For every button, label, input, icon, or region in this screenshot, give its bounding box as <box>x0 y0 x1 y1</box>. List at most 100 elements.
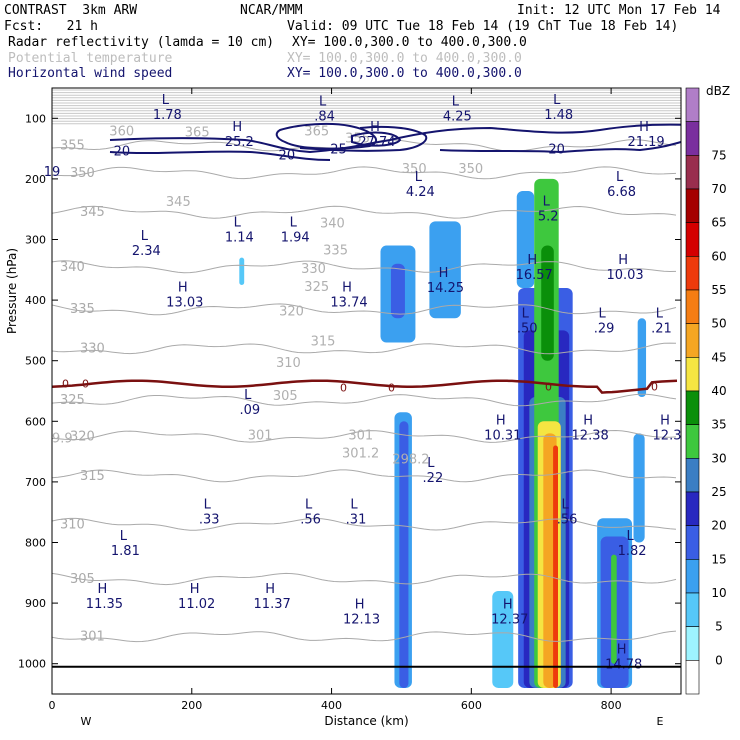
extremum-value: 12.38 <box>572 429 609 444</box>
colorbar-swatch <box>685 357 700 392</box>
colorbar-level-label: 55 <box>711 283 726 297</box>
extremum-kind: H <box>660 414 670 429</box>
extremum-value: 10.03 <box>606 268 643 283</box>
theta-contour-line <box>52 393 677 407</box>
extremum-kind: H <box>370 120 380 135</box>
extremum-kind: H <box>527 253 537 268</box>
wind-contour-line <box>109 125 681 161</box>
reflectivity-cell <box>637 318 647 398</box>
extremum-kind: L <box>350 497 358 512</box>
colorbar-level-label: 15 <box>711 552 726 566</box>
theta-contour-line <box>52 342 677 355</box>
extremum-value: 12.3 <box>653 429 682 444</box>
extremum-value: 14.78 <box>605 658 642 673</box>
x-axis-label: Distance (km) <box>324 714 408 728</box>
extremum-kind: H <box>639 120 649 135</box>
theta-contour-label: 350 <box>70 166 95 181</box>
zero-wind-line <box>52 379 678 394</box>
extremum-value: 11.02 <box>178 597 215 612</box>
extremum-value: 12.13 <box>343 612 380 627</box>
zero-line-label: 0 <box>388 381 395 394</box>
y-tick-label: 300 <box>25 234 46 247</box>
extremum-value: 12.37 <box>491 612 528 627</box>
colorbar-level-label: 20 <box>711 519 726 533</box>
theta-label: 305 <box>273 389 298 404</box>
extremum-value: .31 <box>346 512 367 527</box>
theta-label: 340 <box>320 216 345 231</box>
extremum-kind: H <box>355 597 365 612</box>
theta-contour-label: 355 <box>60 139 85 154</box>
colorbar-swatch <box>685 256 700 291</box>
x-tick-label: 400 <box>321 699 342 712</box>
extremum-value: 1.81 <box>111 544 140 559</box>
y-tick-label: 400 <box>25 294 46 307</box>
extremum-kind: L <box>141 229 149 244</box>
extremum-kind: L <box>561 497 569 512</box>
extremum-value: 1.14 <box>225 231 254 246</box>
field-1-name: Radar reflectivity (lamda = 10 cm) <box>8 35 275 50</box>
extremum-value: 27.74 <box>358 135 395 150</box>
theta-label: 301.2 <box>342 447 379 462</box>
y-tick-label: 100 <box>25 112 46 125</box>
zero-line-label: 0 <box>82 378 89 391</box>
extremum-value: 5.2 <box>538 209 559 224</box>
colorbar-swatch <box>685 592 700 627</box>
wind-contour-line <box>275 122 402 150</box>
extremum-value: 25.2 <box>225 135 254 150</box>
x-tick-label: 0 <box>49 699 56 712</box>
extremum-kind: L <box>522 306 530 321</box>
theta-contour-label: 345 <box>80 205 105 220</box>
colorbar-level-label: 5 <box>715 620 723 634</box>
colorbar-level-label: 25 <box>711 485 726 499</box>
extremum-kind: L <box>543 194 551 209</box>
field-3-name: Horizontal wind speed <box>8 66 173 81</box>
reflectivity-cell <box>429 221 461 319</box>
extremum-value: 25 <box>330 143 347 158</box>
extremum-value: .22 <box>423 471 444 486</box>
y-tick-label: 200 <box>25 173 46 186</box>
theta-contour-line <box>52 260 677 274</box>
west-label: W <box>81 715 92 728</box>
y-tick-label: 800 <box>25 537 46 550</box>
field-1-xy: XY= 100.0,300.0 to 400.0,300.0 <box>292 35 527 50</box>
extremum-value: .21 <box>651 321 672 336</box>
extremum-kind: H <box>265 582 275 597</box>
extremum-value: 16.57 <box>516 268 553 283</box>
extremum-kind: L <box>598 306 606 321</box>
colorbar: dBZ 0 5 10 15 20 25 30 35 40 45 50 55 60 65 70 75 <box>685 84 730 695</box>
theta-label: 335 <box>323 244 348 259</box>
extremum-value: 20 <box>279 149 296 164</box>
colorbar-level-label: 70 <box>711 182 726 196</box>
extremum-kind: L <box>626 529 634 544</box>
extremum-kind: L <box>616 170 624 185</box>
colorbar-swatch <box>685 155 700 190</box>
colorbar-swatch <box>685 491 700 526</box>
plot-background <box>52 88 681 694</box>
extremum-value: 2.34 <box>132 244 161 259</box>
extremum-value: 13.74 <box>330 295 367 310</box>
y-axis-label: Pressure (hPa) <box>5 248 19 334</box>
theta-label: 320 <box>279 304 304 319</box>
extremum-value: 21.19 <box>627 135 664 150</box>
colorbar-swatch <box>685 87 700 122</box>
y-tick-label: 700 <box>25 476 46 489</box>
init-time: Init: 12 UTC Mon 17 Feb 14 <box>517 3 721 18</box>
extremum-kind: H <box>178 280 188 295</box>
theta-label: 350 <box>402 162 427 177</box>
extremum-kind: H <box>439 266 449 281</box>
colorbar-swatch <box>685 323 700 358</box>
theta-label: 345 <box>166 195 191 210</box>
colorbar-swatch <box>685 424 700 459</box>
y-tick-label: 900 <box>25 597 46 610</box>
extremum-kind: L <box>415 170 423 185</box>
extremum-kind: L <box>305 497 313 512</box>
theta-label: 350 <box>458 162 483 177</box>
theta-label: 310 <box>276 356 301 371</box>
extremum-value: .56 <box>557 512 578 527</box>
extremum-value: 13.03 <box>166 295 203 310</box>
colorbar-level-label: 40 <box>711 384 726 398</box>
field-3-xy: XY= 100.0,300.0 to 400.0,300.0 <box>287 66 522 81</box>
theta-label: 301 <box>348 428 373 443</box>
